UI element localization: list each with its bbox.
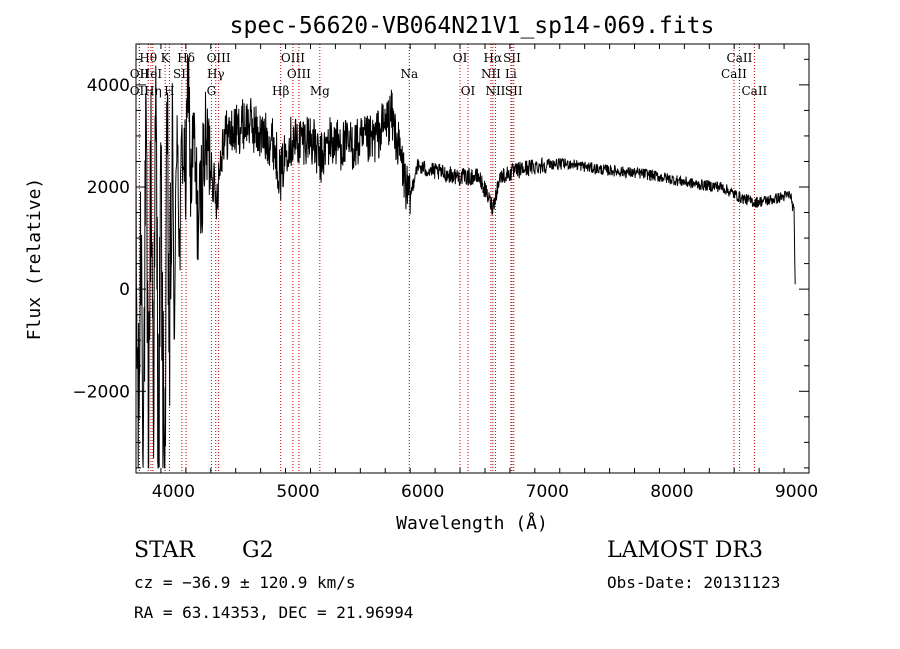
line-marker-label: OI [461, 84, 476, 98]
x-tick-label: 9000 [775, 482, 818, 502]
line-marker-label: Hα [484, 51, 503, 65]
observation-date: Obs-Date: 20131123 [607, 573, 781, 592]
line-marker-label: OIII [287, 67, 311, 81]
x-tick-label: 7000 [526, 482, 569, 502]
line-marker-label: Na [400, 67, 418, 81]
line-marker-label: Mg [310, 84, 330, 98]
line-marker-label: OII [130, 84, 150, 98]
plot-frame [135, 43, 810, 474]
x-axis-label: Wavelength (Å) [396, 512, 548, 534]
line-marker-label: Hη [144, 84, 162, 98]
spectrum-line [135, 54, 796, 469]
y-tick-label: 0 [119, 280, 130, 300]
line-marker-label: NII [485, 84, 505, 98]
y-tick-label: −2000 [72, 382, 130, 402]
line-marker-label: CaII [727, 51, 753, 65]
survey-name: LAMOST DR3 [607, 538, 763, 563]
chart-title: spec-56620-VB064N21V1_sp14-069.fits [230, 13, 715, 39]
y-axis-label: Flux (relative) [24, 178, 45, 341]
line-marker-label: H [164, 84, 174, 98]
line-marker-label: Hγ [207, 67, 225, 81]
line-marker-label: OI [453, 51, 468, 65]
x-tick-label: 6000 [401, 482, 444, 502]
line-marker-label: Hθ [139, 51, 157, 65]
x-tick-label: 8000 [650, 482, 693, 502]
line-marker-label: SII [505, 84, 523, 98]
object-class: STAR [134, 538, 195, 563]
x-tick-label: 5000 [276, 482, 319, 502]
line-marker-label: CaII [741, 84, 767, 98]
line-marker-label: Li [505, 67, 517, 81]
redshift-value: cz = −36.9 ± 120.9 km/s [134, 573, 356, 592]
line-marker-label: NII [481, 67, 501, 81]
object-subclass: G2 [242, 538, 274, 563]
line-marker-label: G [207, 84, 217, 98]
y-tick-label: 4000 [87, 76, 130, 96]
line-marker-label: OIII [281, 51, 305, 65]
line-marker-label: CaII [721, 67, 747, 81]
line-marker-label: OIII [207, 51, 231, 65]
line-marker-label: SII [503, 51, 521, 65]
coordinates: RA = 63.14353, DEC = 21.96994 [134, 603, 414, 622]
line-marker-label: Hδ [177, 51, 195, 65]
x-axis: 4000 5000 6000 7000 8000 9000 [135, 44, 818, 502]
line-marker-label: HeI [140, 67, 163, 81]
line-marker-label: Hβ [272, 84, 289, 98]
x-tick-label: 4000 [152, 482, 195, 502]
y-axis: −2000 0 2000 4000 [72, 58, 809, 469]
y-tick-label: 2000 [87, 178, 130, 198]
line-marker-label: K [161, 51, 171, 65]
